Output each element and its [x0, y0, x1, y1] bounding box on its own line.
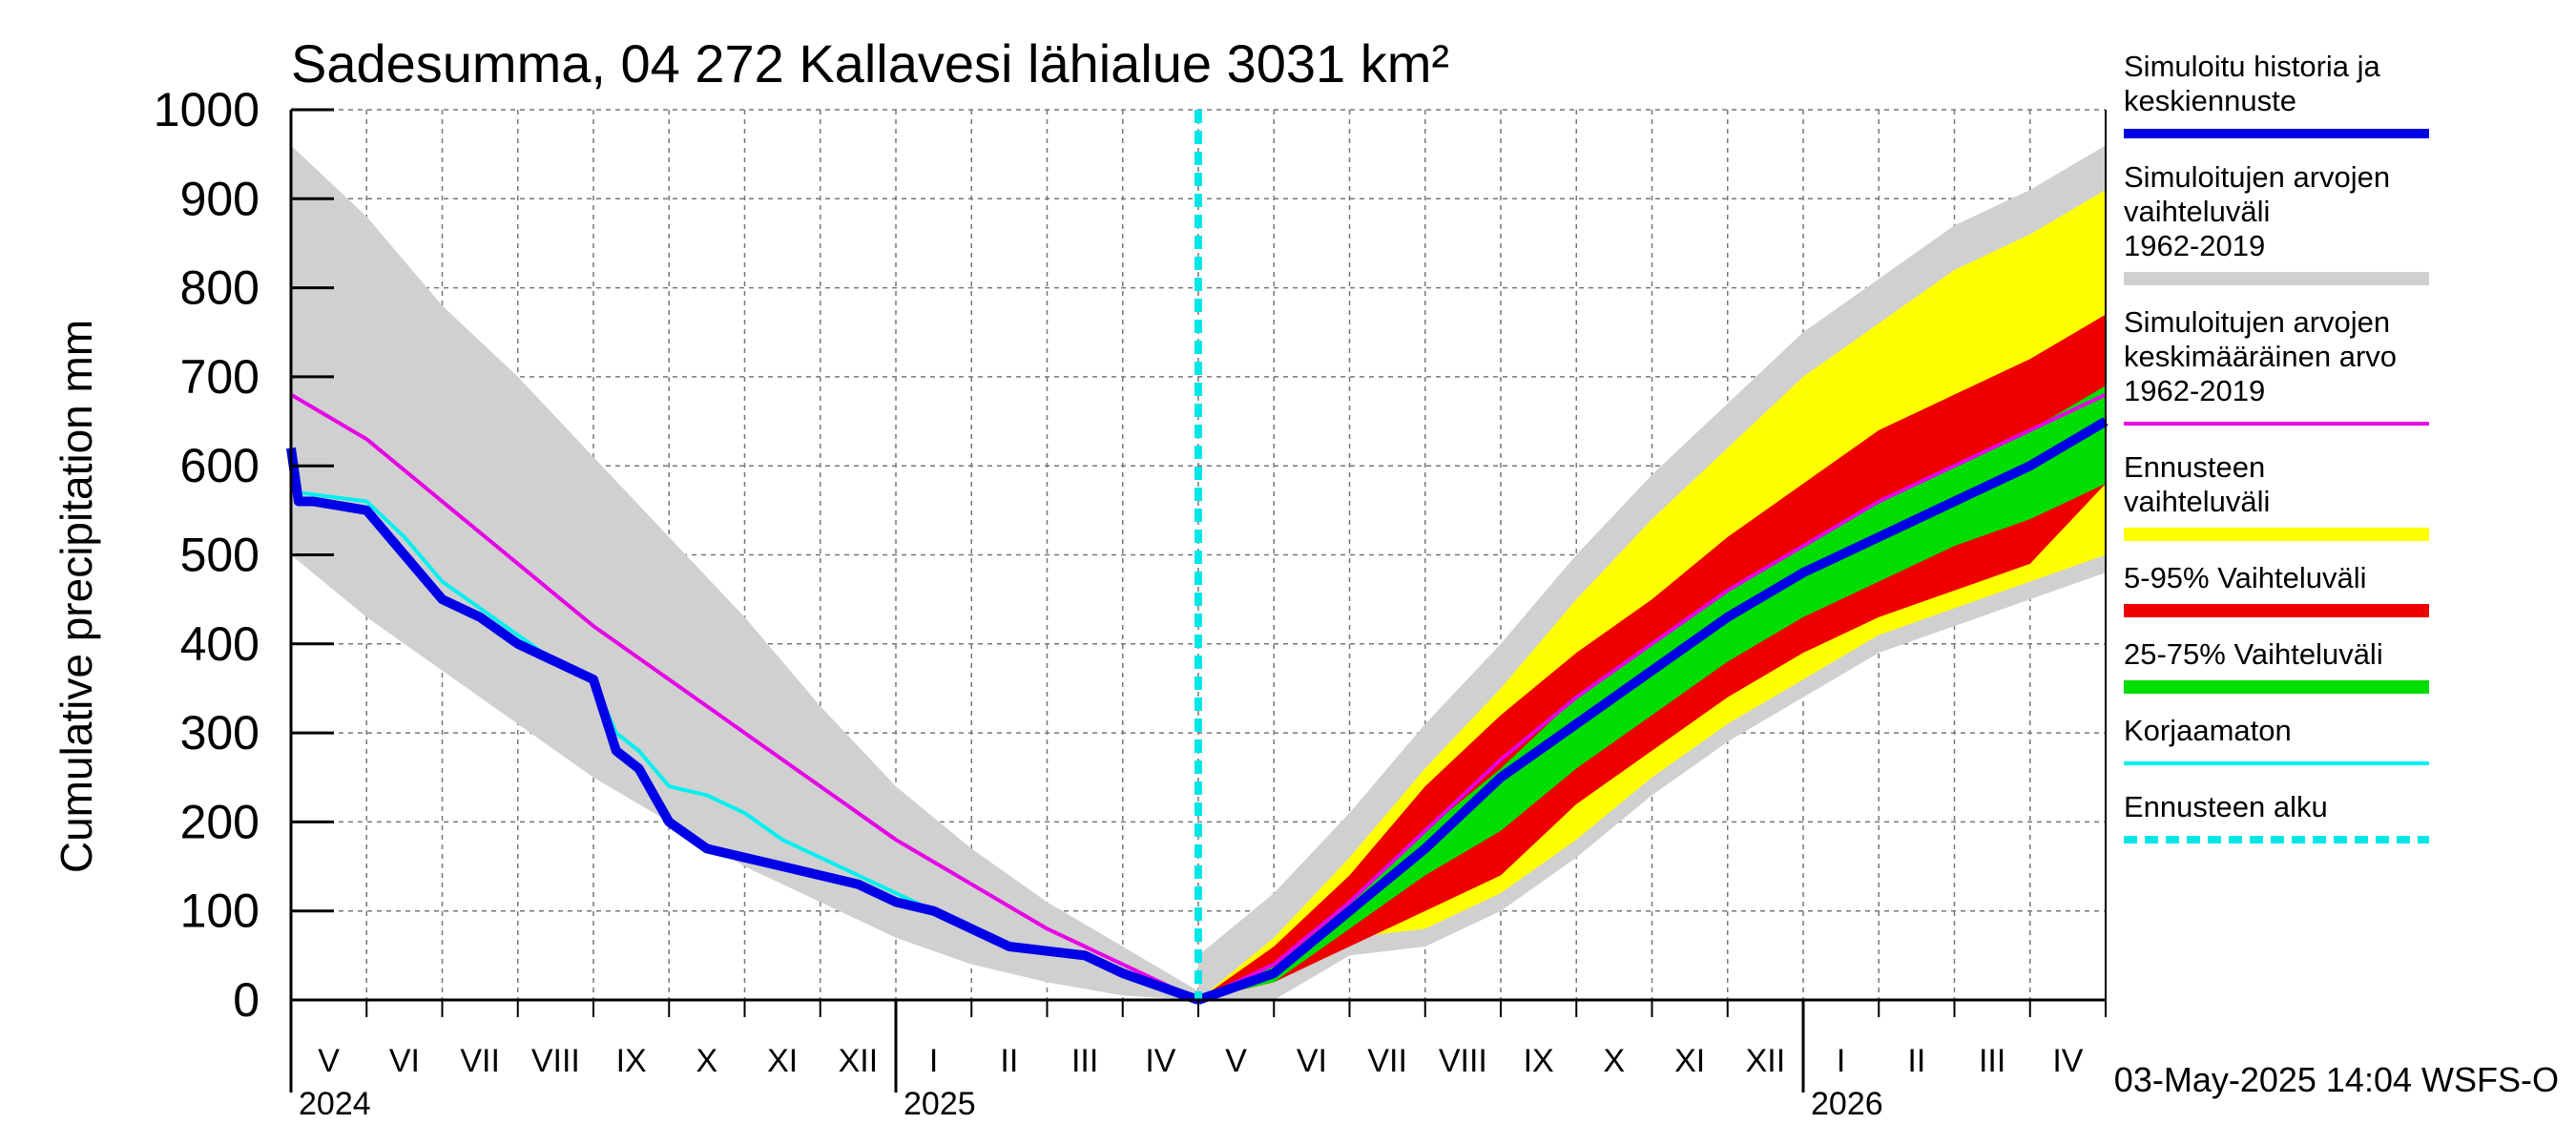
legend-label: Korjaamaton: [2124, 714, 2292, 747]
month-label: V: [318, 1043, 340, 1079]
month-label: XI: [1674, 1043, 1705, 1079]
y-tick-label: 200: [180, 795, 260, 848]
y-tick-label: 0: [233, 973, 260, 1027]
legend-label: keskiennuste: [2124, 84, 2296, 117]
band-historical-range: [291, 145, 1198, 1000]
y-tick-label: 300: [180, 706, 260, 760]
month-label: VI: [1297, 1043, 1327, 1079]
month-label: III: [1979, 1043, 2005, 1079]
month-label: IV: [1145, 1043, 1175, 1079]
legend-label: 25-75% Vaihteluväli: [2124, 637, 2383, 671]
y-tick-label: 600: [180, 439, 260, 492]
series-lines: [286, 110, 2109, 1005]
y-tick-label: 100: [180, 885, 260, 938]
month-label: VII: [1367, 1043, 1407, 1079]
year-label: 2026: [1811, 1086, 1883, 1122]
month-label: XI: [767, 1043, 798, 1079]
year-label: 2024: [299, 1086, 371, 1122]
month-label: V: [1225, 1043, 1247, 1079]
month-label: I: [929, 1043, 938, 1079]
month-label: II: [1907, 1043, 1925, 1079]
month-label: X: [1604, 1043, 1626, 1079]
y-tick-label: 400: [180, 617, 260, 671]
month-label: III: [1071, 1043, 1098, 1079]
y-tick-label: 700: [180, 350, 260, 404]
month-label: I: [1837, 1043, 1845, 1079]
legend-label: 1962-2019: [2124, 229, 2265, 262]
legend-label: Ennusteen: [2124, 450, 2265, 484]
legend-label: Simuloitu historia ja: [2124, 50, 2381, 83]
legend-label: Ennusteen alku: [2124, 790, 2328, 823]
y-axis: 0 100 200 300 400 500 600 700 800 900 1000: [154, 83, 334, 1027]
y-tick-label: 900: [180, 172, 260, 225]
line-simulated-history: [286, 447, 1200, 1005]
month-label: VII: [460, 1043, 500, 1079]
line-historical-mean: [289, 392, 1199, 1002]
y-tick-label: 1000: [154, 83, 260, 136]
legend-label: keskimääräinen arvo: [2124, 340, 2397, 373]
month-label: IX: [1524, 1043, 1554, 1079]
legend-label: 5-95% Vaihteluväli: [2124, 561, 2366, 594]
month-label: VIII: [1439, 1043, 1487, 1079]
line-forecast-mean: [1196, 417, 2109, 1005]
legend-label: vaihteluväli: [2124, 195, 2270, 228]
legend-label: 1962-2019: [2124, 374, 2265, 407]
month-label: VI: [389, 1043, 420, 1079]
month-label: IV: [2052, 1043, 2083, 1079]
month-label: XII: [839, 1043, 879, 1079]
month-label: VIII: [531, 1043, 580, 1079]
legend-label: Simuloitujen arvojen: [2124, 305, 2390, 339]
chart-title: Sadesumma, 04 272 Kallavesi lähialue 303…: [291, 33, 1449, 94]
footer-timestamp: 03-May-2025 14:04 WSFS-O: [2114, 1060, 2559, 1099]
month-label: II: [1000, 1043, 1018, 1079]
month-label: X: [696, 1043, 718, 1079]
y-axis-label: Cumulative precipitation mm: [52, 320, 101, 873]
legend-label: Simuloitujen arvojen: [2124, 160, 2390, 194]
legend-label: vaihteluväli: [2124, 485, 2270, 518]
line-historical-mean-forecast: [1197, 392, 2107, 1002]
month-label: IX: [616, 1043, 647, 1079]
x-axis: V VI VII VIII IX X XI XII I II III IV V VI VII VIII IX X X…: [289, 1000, 2107, 1122]
y-tick-label: 800: [180, 261, 260, 315]
month-label: XII: [1746, 1043, 1786, 1079]
year-label: 2025: [904, 1086, 976, 1122]
y-tick-label: 500: [180, 529, 260, 582]
